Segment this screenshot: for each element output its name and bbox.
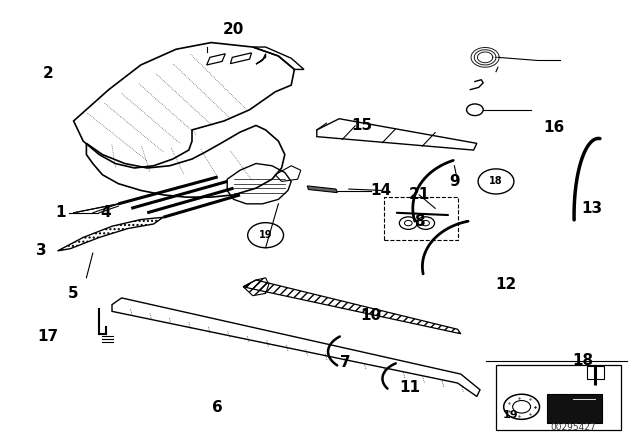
- Text: 12: 12: [495, 277, 516, 292]
- Text: 21: 21: [408, 187, 430, 202]
- Text: 7: 7: [340, 355, 351, 370]
- FancyBboxPatch shape: [547, 394, 602, 423]
- Text: 18: 18: [489, 177, 503, 186]
- Text: 20: 20: [223, 22, 244, 37]
- Text: 16: 16: [543, 120, 564, 135]
- Text: 17: 17: [37, 328, 59, 344]
- Text: 14: 14: [370, 183, 392, 198]
- Text: 00295427: 00295427: [550, 423, 596, 432]
- Text: 15: 15: [351, 118, 372, 133]
- Text: 4: 4: [100, 205, 111, 220]
- Text: 19: 19: [503, 410, 518, 420]
- Text: 3: 3: [36, 243, 47, 258]
- Text: 13: 13: [581, 201, 603, 216]
- Text: 9: 9: [449, 174, 460, 189]
- Text: 10: 10: [360, 308, 382, 323]
- Text: 11: 11: [399, 380, 420, 395]
- Text: 19: 19: [259, 230, 273, 240]
- Text: 8: 8: [414, 214, 424, 229]
- Polygon shape: [307, 186, 337, 193]
- Text: 18: 18: [572, 353, 593, 368]
- Text: 6: 6: [212, 400, 223, 415]
- Text: 1: 1: [56, 205, 66, 220]
- Text: 2: 2: [43, 66, 53, 82]
- Text: 5: 5: [68, 286, 79, 301]
